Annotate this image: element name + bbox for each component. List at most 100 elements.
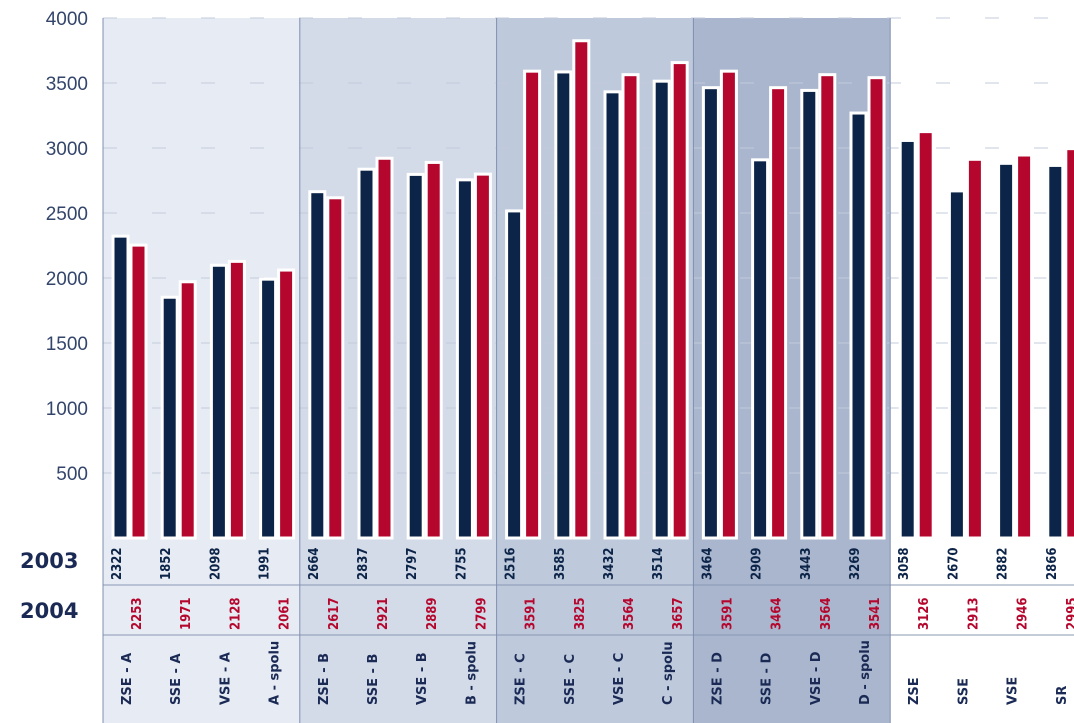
y-tick-label: 1000 bbox=[46, 399, 88, 420]
x-tick-label: VSE - B bbox=[415, 652, 430, 705]
bar bbox=[800, 88, 819, 540]
data-label: 3443 bbox=[799, 547, 814, 580]
data-label: 2516 bbox=[504, 547, 519, 580]
bar bbox=[523, 69, 542, 540]
data-label: 2889 bbox=[425, 597, 440, 630]
data-label: 1852 bbox=[159, 547, 174, 580]
bar bbox=[424, 160, 443, 540]
bar bbox=[505, 209, 524, 540]
x-tick-label: A - spolu bbox=[268, 641, 283, 705]
data-label: 3432 bbox=[602, 547, 617, 580]
bar bbox=[1064, 147, 1074, 540]
data-label: 2797 bbox=[405, 547, 420, 580]
x-tick-label: B - spolu bbox=[464, 641, 479, 705]
data-label: 3464 bbox=[770, 597, 785, 630]
data-label: 1971 bbox=[179, 597, 194, 630]
data-label: 2617 bbox=[327, 597, 342, 630]
data-label: 2909 bbox=[750, 547, 765, 580]
bar bbox=[406, 172, 425, 540]
x-tick-label: VSE bbox=[1006, 677, 1021, 705]
data-label: 2799 bbox=[474, 597, 489, 630]
bar bbox=[965, 157, 984, 540]
y-tick-label: 3000 bbox=[46, 139, 88, 160]
bar bbox=[1046, 163, 1065, 540]
data-label: 3585 bbox=[553, 547, 568, 580]
bar bbox=[259, 277, 278, 540]
data-label: 2664 bbox=[307, 547, 322, 580]
bar bbox=[751, 158, 770, 540]
legend-label: 2003 bbox=[20, 549, 78, 573]
data-label: 2946 bbox=[1016, 597, 1031, 630]
bar bbox=[603, 90, 622, 540]
bar bbox=[572, 39, 591, 540]
data-label: 3564 bbox=[819, 597, 834, 630]
y-tick-label: 2000 bbox=[46, 269, 88, 290]
data-label: 3541 bbox=[868, 597, 883, 630]
bar bbox=[473, 172, 492, 540]
bar bbox=[357, 167, 376, 540]
data-label: 2882 bbox=[996, 547, 1011, 580]
x-tick-label: VSE - D bbox=[809, 651, 824, 705]
data-label: 2098 bbox=[208, 547, 223, 580]
data-label: 2921 bbox=[376, 597, 391, 630]
bar bbox=[898, 138, 917, 540]
data-label: 2755 bbox=[454, 547, 469, 580]
data-label: 2253 bbox=[130, 597, 145, 630]
bar bbox=[621, 73, 640, 540]
data-label: 3464 bbox=[700, 547, 715, 580]
data-label: 3126 bbox=[917, 597, 932, 630]
bar bbox=[849, 111, 868, 540]
x-tick-label: ZSE - C bbox=[514, 653, 529, 705]
bar bbox=[769, 86, 788, 540]
y-tick-label: 4000 bbox=[46, 9, 88, 30]
y-tick-label: 3500 bbox=[46, 74, 88, 95]
x-tick-label: VSE - C bbox=[612, 653, 627, 705]
bar bbox=[111, 234, 130, 540]
data-label: 3825 bbox=[573, 597, 588, 630]
data-label: 2995 bbox=[1065, 597, 1074, 630]
data-label: 2061 bbox=[278, 597, 293, 630]
bar bbox=[701, 86, 720, 540]
x-tick-label: ZSE - A bbox=[120, 653, 135, 705]
bar bbox=[818, 73, 837, 540]
bar bbox=[652, 79, 671, 540]
bar bbox=[997, 161, 1016, 540]
data-label: 3591 bbox=[720, 597, 735, 630]
bar bbox=[867, 76, 886, 540]
x-tick-label: SSE - A bbox=[169, 653, 184, 705]
data-label: 2670 bbox=[946, 547, 961, 580]
data-label: 2128 bbox=[228, 597, 243, 630]
bar bbox=[670, 61, 689, 540]
data-label: 3591 bbox=[524, 597, 539, 630]
bar bbox=[947, 189, 966, 540]
x-tick-label: D - spolu bbox=[858, 640, 873, 705]
data-label: 2322 bbox=[110, 547, 125, 580]
bar bbox=[554, 70, 573, 540]
bar bbox=[209, 263, 228, 540]
bar bbox=[129, 243, 148, 540]
x-tick-label: C - spolu bbox=[661, 641, 676, 705]
bar bbox=[178, 280, 197, 540]
y-tick-label: 2500 bbox=[46, 204, 88, 225]
x-tick-label: SSE - D bbox=[760, 653, 775, 705]
data-label: 2866 bbox=[1045, 547, 1060, 580]
data-label: 3564 bbox=[622, 597, 637, 630]
x-tick-label: SR bbox=[1055, 686, 1070, 705]
bar bbox=[375, 156, 394, 540]
x-tick-label: ZSE - D bbox=[710, 652, 725, 705]
bar bbox=[308, 190, 327, 540]
data-label: 3269 bbox=[848, 547, 863, 580]
bar bbox=[227, 259, 246, 540]
x-tick-label: ZSE bbox=[907, 677, 922, 705]
bar bbox=[277, 268, 296, 540]
x-tick-label: SSE - B bbox=[366, 654, 381, 705]
legend-label: 2004 bbox=[20, 599, 78, 623]
y-tick-label: 500 bbox=[56, 464, 88, 485]
x-tick-label: SSE - C bbox=[563, 654, 578, 705]
bar bbox=[719, 69, 738, 540]
data-label: 1991 bbox=[258, 547, 273, 580]
bar bbox=[916, 130, 935, 540]
bar bbox=[326, 196, 345, 540]
data-label: 3058 bbox=[897, 547, 912, 580]
